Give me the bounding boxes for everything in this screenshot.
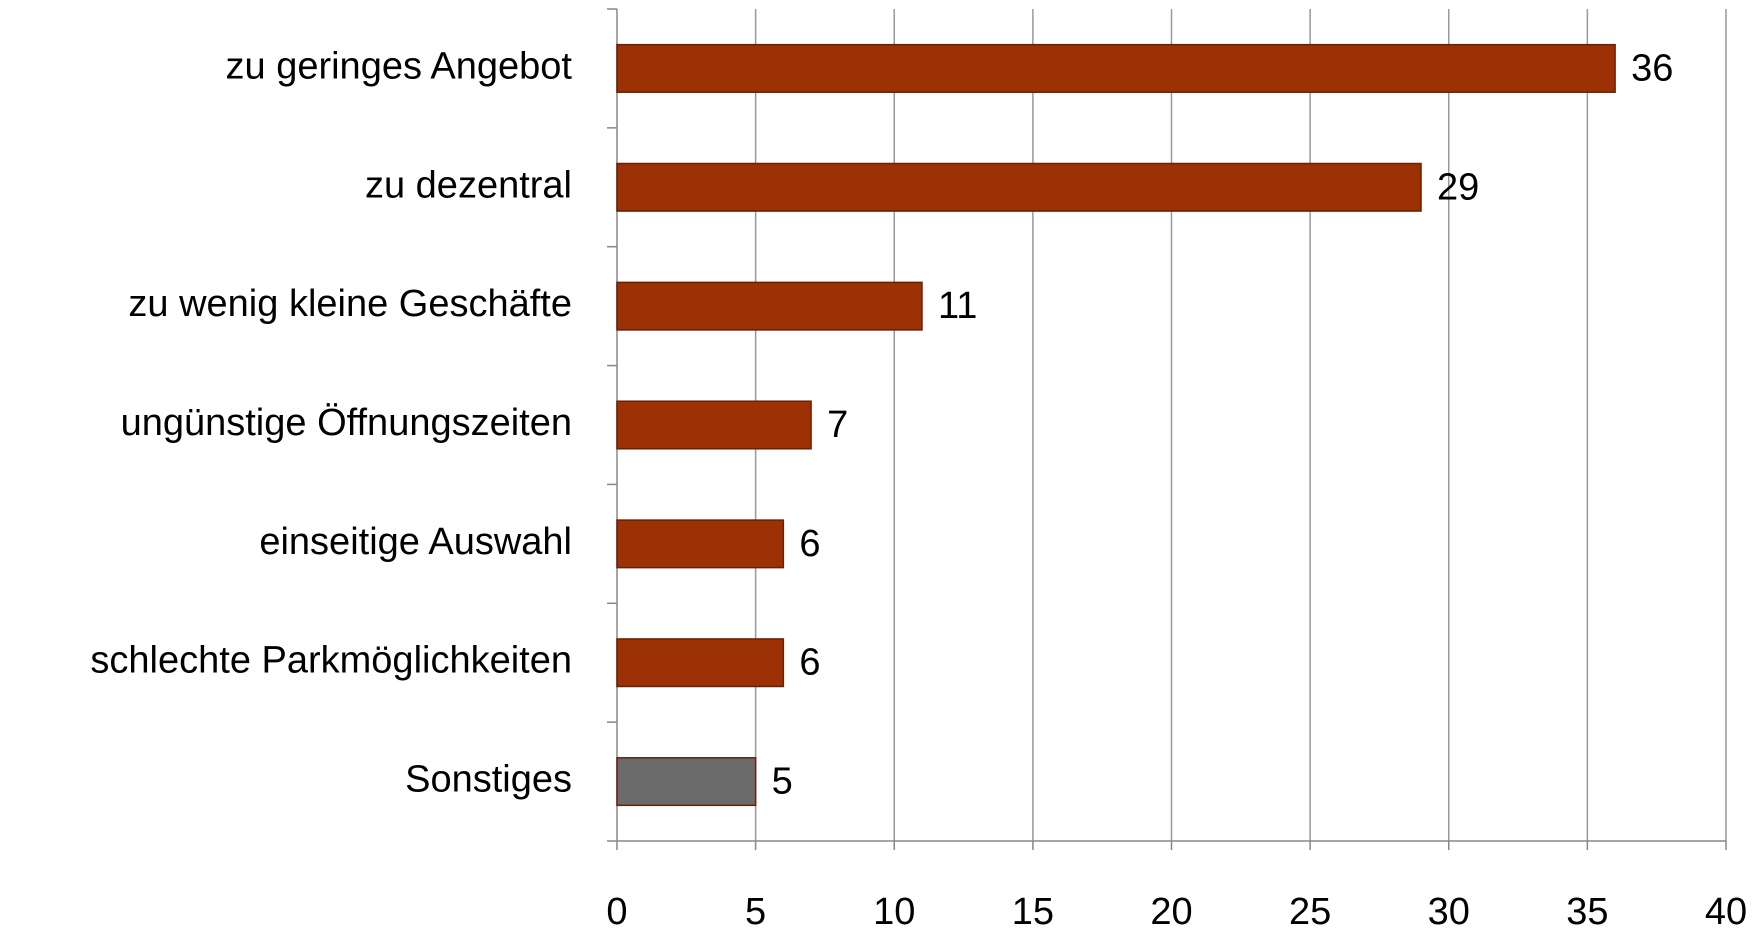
y-tick-label: ungünstige Öffnungszeiten <box>121 402 572 444</box>
bar <box>616 757 757 807</box>
data-label: 6 <box>799 642 820 684</box>
data-label: 5 <box>772 761 793 803</box>
bar <box>616 400 812 450</box>
bar <box>616 43 1616 93</box>
data-label: 36 <box>1631 47 1673 89</box>
bar <box>616 162 1422 212</box>
x-tick-label: 30 <box>1428 891 1470 930</box>
y-tick-label: zu dezentral <box>365 164 572 206</box>
y-tick-label: zu wenig kleine Geschäfte <box>128 283 572 325</box>
y-tick-label: Sonstiges <box>405 759 572 801</box>
bar <box>616 638 785 688</box>
x-tick-label: 35 <box>1566 891 1608 930</box>
x-tick-label: 25 <box>1289 891 1331 930</box>
x-tick-label: 10 <box>873 891 915 930</box>
data-label: 11 <box>938 285 977 327</box>
x-tick-label: 15 <box>1012 891 1054 930</box>
x-tick-label: 40 <box>1705 891 1747 930</box>
data-label: 29 <box>1437 166 1479 208</box>
y-tick-label: schlechte Parkmöglichkeiten <box>90 640 572 682</box>
data-label: 7 <box>827 404 848 446</box>
x-tick-label: 5 <box>745 891 766 930</box>
bar <box>616 519 785 569</box>
y-tick-label: einseitige Auswahl <box>259 521 572 563</box>
bar <box>616 281 923 331</box>
x-tick-label: 0 <box>606 891 627 930</box>
x-tick-label: 20 <box>1150 891 1192 930</box>
data-label: 6 <box>799 523 820 565</box>
y-tick-label: zu geringes Angebot <box>226 45 573 87</box>
